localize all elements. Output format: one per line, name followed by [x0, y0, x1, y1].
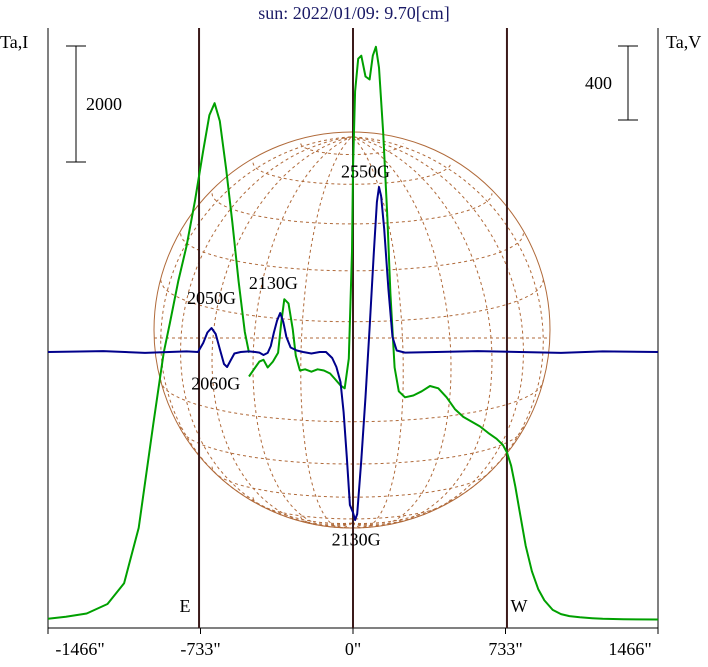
- x-tick-label: -1466": [55, 639, 104, 659]
- intensity-series-line: [248, 45, 659, 621]
- scale-bars: 2000 400: [66, 45, 638, 163]
- x-tick-label: 0": [345, 639, 361, 659]
- annotations: 2550G 2050G 2060G 2130G 2130G: [187, 161, 390, 549]
- intensity-series-line: [47, 102, 250, 620]
- series-layer: [47, 45, 659, 621]
- field-strength-label: 2550G: [341, 161, 390, 181]
- meridian-line: [351, 136, 452, 528]
- limb-label: E: [180, 596, 191, 616]
- field-strength-label: 2130G: [332, 530, 381, 550]
- meridian-line: [211, 136, 353, 527]
- field-strength-label: 2050G: [187, 288, 236, 308]
- chart-title: sun: 2022/01/09: 9.70[cm]: [258, 3, 450, 23]
- polarization-series-line: [47, 186, 659, 521]
- meridian-line: [252, 136, 353, 528]
- x-tick-label: -733": [180, 639, 220, 659]
- x-tick-label: 1466": [608, 639, 651, 659]
- right-axis-label: Ta,V: [666, 32, 701, 52]
- x-tick-label: 733": [488, 639, 522, 659]
- meridian-line: [179, 136, 353, 525]
- left-axis-label: Ta,I: [0, 32, 28, 52]
- meridian-line: [160, 136, 353, 525]
- x-axis-ticks: -1466" -733" 0" 733" 1466": [47, 628, 659, 659]
- meridian-line: [300, 136, 353, 529]
- parallel-line: [211, 466, 493, 498]
- meridian-line: [351, 136, 493, 527]
- limb-label: W: [510, 596, 527, 616]
- meridian-line: [351, 136, 404, 529]
- left-scale-label: 2000: [86, 94, 122, 114]
- field-strength-label: 2130G: [249, 273, 298, 293]
- right-scale-label: 400: [585, 73, 612, 93]
- field-strength-label: 2060G: [191, 374, 240, 394]
- meridian-line: [351, 136, 525, 525]
- meridian-line: [351, 136, 544, 525]
